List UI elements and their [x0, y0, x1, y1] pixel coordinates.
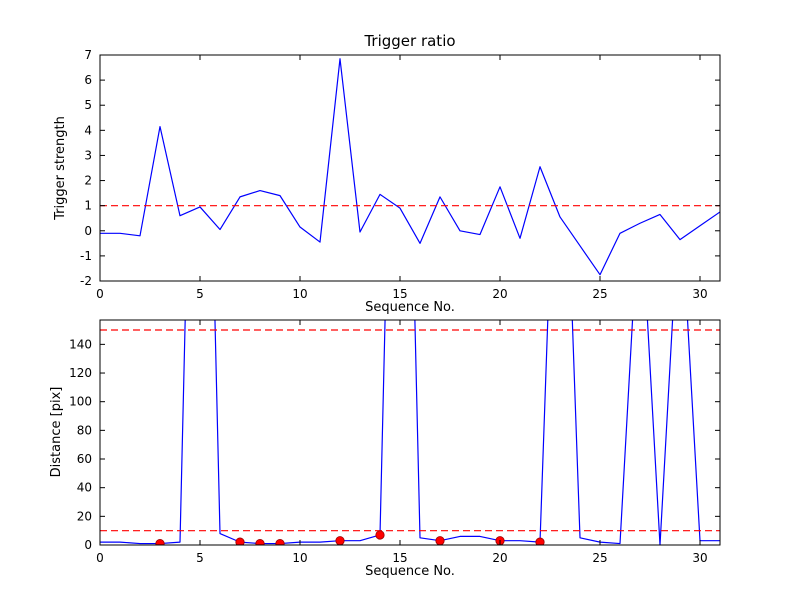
top-xaxis-label: Sequence No.: [365, 300, 455, 315]
y-tick-label: 140: [69, 337, 92, 351]
y-tick-label: 40: [77, 481, 92, 495]
x-tick-label: 20: [492, 551, 507, 565]
subplot-2: 0 5 10 15 20 25 30 0 20 40 60 80 100 120 140: [69, 319, 721, 565]
x-tick-label: 20: [492, 287, 507, 301]
y-tick-label: 6: [84, 73, 92, 87]
y-tick-label: 80: [77, 423, 92, 437]
x-tick-label: 25: [592, 287, 607, 301]
y-tick-label: -2: [80, 274, 92, 288]
x-tick-label: 10: [292, 287, 307, 301]
data-line: [100, 58, 720, 276]
x-tick-label: 5: [196, 551, 204, 565]
data-marker: [335, 536, 345, 545]
subplot-1: 0 5 10 15 20 25 30 -2 -1 0 1 2 3 4 5 6 7: [80, 48, 721, 301]
y-tick-label: 1: [84, 199, 92, 213]
x-tick-label: 10: [292, 551, 307, 565]
x-tick-label: 0: [96, 551, 104, 565]
data-marker: [435, 536, 445, 545]
data-marker: [375, 530, 385, 540]
plot-area: [100, 320, 720, 545]
data-marker: [155, 538, 165, 545]
x-tick-label: 15: [392, 551, 407, 565]
axes-frame: [99, 54, 721, 282]
data-marker: [275, 538, 285, 545]
data-marker: [255, 538, 265, 545]
y-tick-label: -1: [80, 249, 92, 263]
x-tick-label: 15: [392, 287, 407, 301]
y-tick-label: 0: [84, 538, 92, 552]
y-tick-label: 5: [84, 98, 92, 112]
y-tick-label: 2: [84, 174, 92, 188]
data-line: [100, 320, 720, 545]
y-tick-label: 120: [69, 366, 92, 380]
x-tick-label: 5: [196, 287, 204, 301]
y-tick-label: 7: [84, 48, 92, 62]
y-tick-label: 20: [77, 509, 92, 523]
y-tick-label: 4: [84, 123, 92, 137]
plots-layer: 0 5 10 15 20 25 30 -2 -1 0 1 2 3 4 5 6 7 0 5 10 15 20 25 30 0 20 4…: [69, 48, 721, 565]
bottom-yaxis-label: Distance [pix]: [49, 387, 64, 478]
axes-frame: [99, 319, 721, 546]
y-tick-label: 60: [77, 452, 92, 466]
y-tick-label: 100: [69, 395, 92, 409]
data-marker: [235, 537, 245, 545]
y-tick-label: 3: [84, 148, 92, 162]
bottom-xaxis-label: Sequence No.: [365, 564, 455, 579]
y-tick-label: 0: [84, 224, 92, 238]
x-tick-label: 25: [592, 551, 607, 565]
top-chart-title: Trigger ratio: [363, 32, 455, 50]
plot-area: [100, 55, 720, 281]
data-marker: [535, 537, 545, 545]
x-tick-label: 0: [96, 287, 104, 301]
x-tick-label: 30: [692, 287, 707, 301]
top-yaxis-label: Trigger strength: [53, 116, 68, 221]
x-tick-label: 30: [692, 551, 707, 565]
